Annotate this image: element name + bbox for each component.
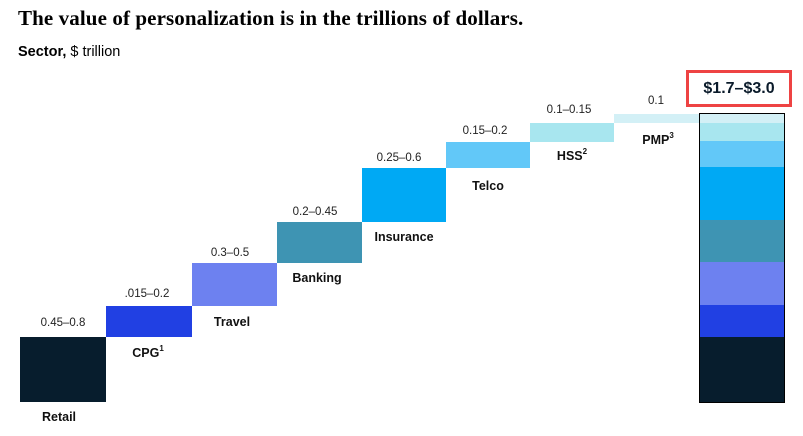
value-label-cpg: .015–0.2 (124, 288, 170, 300)
chart-subtitle: Sector, $ trillion (18, 44, 120, 60)
category-label-retail: Retail (41, 410, 77, 424)
value-label-banking: 0.2–0.45 (292, 206, 338, 218)
bar-pmp (614, 114, 699, 123)
value-label-travel: 0.3–0.5 (210, 247, 250, 259)
value-label-hss: 0.1–0.15 (546, 104, 592, 116)
total-segment-cpg (700, 305, 784, 337)
value-label-retail: 0.45–0.8 (40, 317, 86, 329)
total-stacked-bar (699, 113, 785, 403)
footnote-3: 3 (669, 131, 674, 140)
subtitle-unit: $ trillion (66, 44, 121, 60)
bar-retail (20, 337, 106, 402)
value-label-insurance: 0.25–0.6 (376, 152, 422, 164)
total-segment-pmp (700, 114, 784, 123)
bar-cpg (106, 306, 192, 337)
total-segment-travel (700, 262, 784, 305)
value-label-pmp: 0.1 (648, 95, 664, 107)
category-label-travel: Travel (213, 315, 251, 329)
category-label-insurance: Insurance (374, 230, 434, 244)
bar-travel (192, 263, 277, 306)
bar-telco (446, 142, 530, 168)
value-label-telco: 0.15–0.2 (462, 125, 508, 137)
total-segment-retail (700, 337, 784, 402)
total-value-callout: $1.7–$3.0 (686, 70, 792, 107)
footnote-2: 2 (582, 147, 588, 156)
bar-insurance (362, 168, 446, 222)
total-segment-hss (700, 123, 784, 141)
category-label-cpg: CPG1 (132, 344, 164, 361)
category-label-telco: Telco (472, 179, 504, 193)
footnote-1: 1 (159, 344, 164, 353)
chart-title: The value of personalization is in the t… (18, 6, 524, 30)
subtitle-bold: Sector, (18, 44, 67, 60)
total-segment-banking (700, 220, 784, 262)
category-label-hss: HSS2 (556, 147, 588, 164)
total-segment-telco (700, 141, 784, 167)
category-label-pmp: PMP3 (642, 131, 674, 148)
total-segment-insurance (700, 167, 784, 220)
bar-banking (277, 222, 362, 263)
bar-hss (530, 123, 614, 142)
category-label-banking: Banking (292, 271, 342, 285)
